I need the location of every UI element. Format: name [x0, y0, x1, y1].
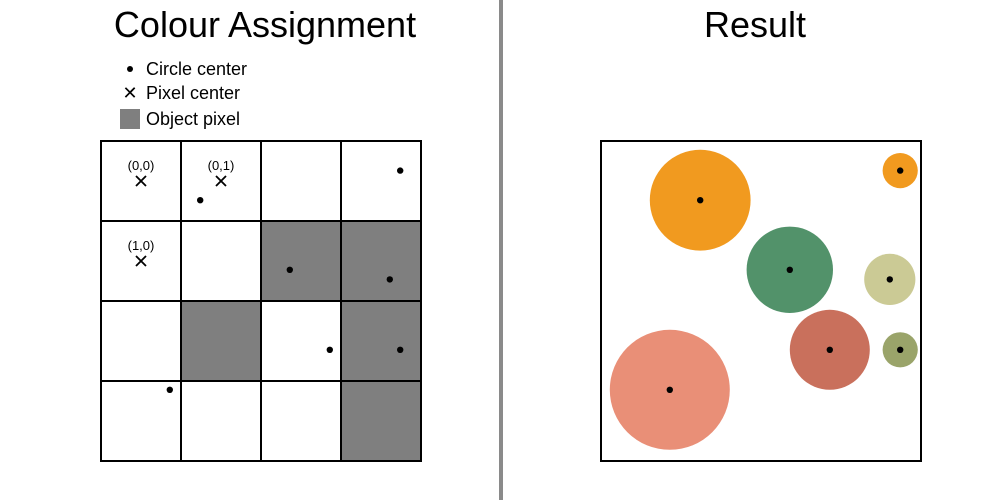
- legend-label: Pixel center: [146, 82, 241, 103]
- grid-cell: [100, 380, 182, 462]
- colour-assignment-title: Colour Assignment: [113, 4, 417, 45]
- circle-center-dot: [397, 346, 404, 353]
- grid-cell: [100, 300, 182, 382]
- grid-cell: [260, 300, 342, 382]
- circle-center-dot: [197, 197, 204, 204]
- pixel-center-icon: ✕: [122, 83, 138, 103]
- result-title: Result: [703, 4, 807, 45]
- object-pixel-cell: [260, 220, 342, 302]
- panel-divider: [499, 0, 503, 500]
- pixel-center-icon: [215, 175, 227, 187]
- legend-label: Object pixel: [146, 108, 241, 129]
- legend-item-circle-center: Circle center: [120, 58, 247, 80]
- legend-label: Circle center: [146, 58, 248, 79]
- grid-cell: [180, 380, 262, 462]
- circle-center-dot: [326, 346, 333, 353]
- result-circle-center-dot: [897, 167, 904, 174]
- circle-center-dot: [386, 276, 393, 283]
- pixel-center-icon: [135, 175, 147, 187]
- object-pixel-icon: [120, 109, 140, 129]
- pixel-center-icon: [135, 255, 147, 267]
- result-circle-center-dot: [897, 346, 904, 353]
- circle-center-dot: [286, 266, 293, 273]
- result-circle-center-dot: [786, 266, 793, 273]
- object-pixel-cell: [180, 300, 262, 382]
- grid-cell: [260, 380, 342, 462]
- pixel-index-label: (0,1): [208, 158, 235, 173]
- result-circle-center-dot: [886, 276, 893, 283]
- legend-item-object-pixel: Object pixel: [120, 108, 240, 130]
- result-circle-center-dot: [697, 197, 704, 204]
- object-pixel-cell: [340, 380, 422, 462]
- object-pixel-cell: [340, 220, 422, 302]
- legend-item-pixel-center: ✕ Pixel center: [120, 82, 240, 104]
- grid-cell: [340, 140, 422, 222]
- result-circle-center-dot: [826, 346, 833, 353]
- circle-center-dot: [166, 386, 173, 393]
- pixel-index-label: (1,0): [128, 238, 155, 253]
- pixel-index-label: (0,0): [128, 158, 155, 173]
- circle-center-dot: [397, 167, 404, 174]
- grid-cell: [180, 220, 262, 302]
- object-pixel-cell: [340, 300, 422, 382]
- grid-cell: [260, 140, 342, 222]
- circle-center-icon: [120, 59, 140, 79]
- result-circle-center-dot: [666, 386, 673, 393]
